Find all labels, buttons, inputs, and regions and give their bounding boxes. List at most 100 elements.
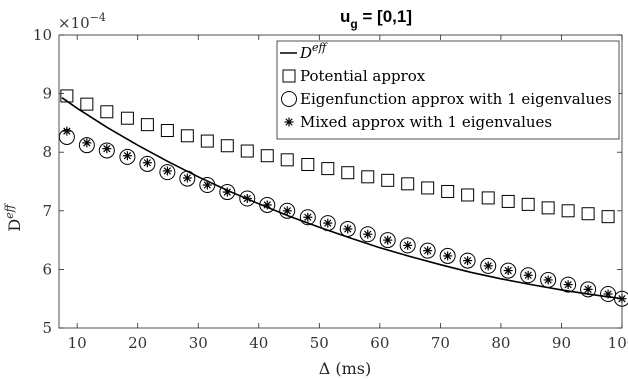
data-point-mixed	[262, 200, 272, 210]
data-point-potential	[501, 194, 515, 208]
legend-entry-eigen: Eigenfunction approx with 1 eigenvalues	[281, 90, 612, 108]
data-point-mixed	[523, 270, 533, 280]
data-point-potential	[301, 158, 315, 172]
x-tick-label: 100	[608, 334, 628, 352]
data-point-mixed	[483, 261, 493, 271]
x-tick-label: 50	[310, 334, 329, 352]
data-point-mixed	[282, 206, 292, 216]
data-point-eigen	[459, 252, 476, 269]
data-point-potential	[421, 181, 435, 195]
series-eigen	[58, 128, 628, 307]
data-point-mixed	[603, 289, 613, 299]
data-point-mixed	[102, 144, 112, 154]
data-point-mixed	[202, 180, 212, 190]
data-point-mixed	[383, 235, 393, 245]
y-tick-label: 10	[33, 26, 52, 44]
data-point-eigen	[540, 271, 557, 288]
data-point-eigen	[419, 242, 436, 259]
data-point-eigen	[119, 148, 136, 165]
data-point-eigen	[139, 155, 156, 172]
data-point-potential	[381, 173, 395, 187]
legend-box	[276, 40, 620, 140]
legend-label: Mixed approx with 1 eigenvalues	[300, 113, 552, 131]
data-point-mixed	[343, 224, 353, 234]
title-main: u	[340, 7, 350, 26]
y-tick-label: 8	[42, 143, 52, 161]
data-point-potential	[80, 97, 94, 111]
y-tick-label: 5	[42, 319, 52, 337]
x-tick-label: 30	[189, 334, 208, 352]
legend-label-text: Mixed approx with 1 eigenvalues	[300, 113, 552, 131]
axes: 10 20 30 40 50 60 70 80 90 100 5 6 7 8 9 10	[33, 26, 628, 352]
legend-entry-potential: Potential approx	[282, 67, 426, 85]
data-point-eigen	[580, 281, 597, 298]
data-point-eigen	[279, 202, 296, 219]
axes-box	[58, 34, 623, 329]
data-point-eigen	[219, 184, 236, 201]
data-point-mixed	[583, 284, 593, 294]
data-point-potential	[220, 139, 234, 153]
data-point-potential	[581, 207, 595, 221]
data-point-potential	[100, 105, 114, 119]
series-potential	[60, 89, 615, 224]
data-point-potential	[361, 170, 375, 184]
data-point-potential	[200, 134, 214, 148]
data-point-potential	[481, 191, 495, 205]
data-point-mixed	[423, 246, 433, 256]
data-point-eigen	[520, 267, 537, 284]
data-point-mixed	[222, 187, 232, 197]
y-multiplier-exp: −4	[90, 11, 106, 24]
data-point-potential	[60, 89, 74, 103]
data-point-eigen	[500, 262, 517, 279]
legend-entry-deff: Deff	[280, 41, 329, 62]
chart-labels: ug = [0,1] ×10−4 Δ (ms) Deff	[3, 7, 412, 378]
title-rest: = [0,1]	[358, 7, 412, 26]
data-point-eigen	[259, 196, 276, 213]
data-point-eigen	[399, 237, 416, 254]
y-tick-label: 9	[42, 85, 52, 103]
data-point-eigen	[78, 137, 95, 154]
data-point-mixed	[242, 193, 252, 203]
data-point-eigen	[179, 170, 196, 187]
legend-label-sup: eff	[312, 41, 329, 54]
x-axis-label: Δ (ms)	[319, 359, 372, 378]
data-point-eigen	[98, 142, 115, 159]
legend-label: Deff	[299, 41, 329, 62]
data-point-eigen	[299, 209, 316, 226]
data-point-eigen	[359, 226, 376, 243]
legend-label-base: D	[299, 44, 312, 62]
legend-marker-potential	[282, 69, 296, 83]
data-point-potential	[321, 162, 335, 176]
chart-title: ug = [0,1]	[340, 7, 412, 31]
data-point-potential	[461, 188, 475, 202]
legend-marker-eigen	[281, 91, 297, 107]
y-multiplier: ×10−4	[58, 11, 106, 32]
x-tick-label: 20	[128, 334, 147, 352]
y-axis-label: Deff	[3, 202, 24, 231]
data-point-mixed	[463, 256, 473, 266]
data-point-eigen	[199, 177, 216, 194]
x-tick-label: 10	[68, 334, 87, 352]
data-point-potential	[601, 210, 615, 224]
legend-label-text: Potential approx	[300, 67, 426, 85]
data-point-potential	[160, 124, 174, 138]
data-point-potential	[260, 149, 274, 163]
data-point-potential	[120, 111, 134, 125]
x-tick-label: 60	[370, 334, 389, 352]
data-point-potential	[140, 118, 154, 132]
x-tick-label: 70	[431, 334, 450, 352]
data-point-mixed	[323, 218, 333, 228]
data-point-mixed	[162, 166, 172, 176]
chart-marks	[58, 89, 628, 307]
y-axis-label-base: D	[5, 219, 24, 232]
title-subscript: g	[350, 17, 357, 31]
data-point-eigen	[379, 232, 396, 249]
data-point-potential	[441, 184, 455, 198]
data-point-potential	[341, 166, 355, 180]
legend-entry-mixed: Mixed approx with 1 eigenvalues	[284, 113, 552, 131]
y-axis-label-sup: eff	[3, 202, 16, 219]
y-tick-label: 6	[42, 260, 52, 278]
data-point-eigen	[159, 164, 176, 181]
data-point-mixed	[82, 138, 92, 148]
